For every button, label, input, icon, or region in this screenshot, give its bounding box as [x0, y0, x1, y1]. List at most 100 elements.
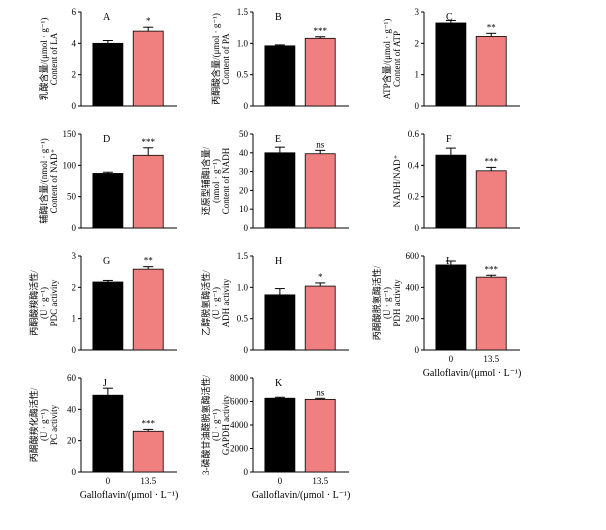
significance-label: ns: [316, 139, 325, 149]
y-axis-label: 丙酮酸脱氢酶活性/: [371, 265, 382, 340]
bar-treatment: [132, 154, 164, 229]
y-tick-label: 6: [72, 7, 77, 17]
panel-h: 0 0.5 1.0 1.5 * H 乙醇脱氢酶活性/(U · g⁻¹) ADH activit…: [200, 251, 349, 355]
bar-treatment: [304, 398, 336, 473]
bar-treatment: [304, 37, 336, 107]
bar-treatment: [475, 36, 507, 107]
x-tick-label: 13.5: [140, 476, 156, 486]
panel-i: 0 200 400 600 *** I 0 13.5 Galloflavin/(μmol · L…: [371, 251, 521, 379]
y-axis-label: 3-磷酸甘油醛脱氢酶活性/: [200, 375, 211, 475]
y-axis-label: (U · g⁻¹): [211, 287, 221, 319]
y-axis-label: (U · g⁻¹): [39, 409, 49, 441]
y-tick-label: 4: [72, 38, 77, 48]
y-tick-label: 150: [63, 129, 77, 139]
panel-title: D: [103, 134, 110, 145]
significance-label: ***: [141, 137, 155, 147]
panel-title: G: [103, 256, 110, 267]
y-tick-label: 0.2: [408, 192, 419, 202]
y-axis-label: 丙酮酸含量/(μmol · g⁻¹): [210, 13, 221, 105]
y-tick-label: 4000: [230, 420, 249, 430]
y-axis-label: Content of PA: [221, 33, 231, 85]
x-axis-title: Galloflavin/(μmol · L⁻¹): [423, 368, 522, 379]
x-tick-label: 13.5: [312, 476, 328, 486]
significance-label: ***: [484, 156, 498, 166]
significance-label: ***: [484, 264, 498, 274]
y-axis-label: (nmol · g⁻¹): [211, 159, 221, 203]
x-tick-label: 0: [278, 476, 283, 486]
y-tick-label: 2: [415, 38, 420, 48]
panel-title: E: [275, 134, 281, 145]
y-tick-label: 3: [415, 7, 420, 17]
y-axis-label: 辅酶I含量/(nmol · g⁻¹): [38, 138, 49, 223]
y-axis-label: 丙酮酸羧酶活性/: [28, 270, 39, 336]
significance-label: **: [144, 256, 154, 266]
panel-title: C: [446, 12, 453, 23]
y-tick-label: 1: [415, 70, 420, 80]
y-tick-label: 0: [415, 101, 420, 111]
y-tick-label: 1.0: [237, 282, 249, 292]
x-axis-title: Galloflavin/(μmol · L⁻¹): [252, 490, 351, 501]
y-axis-label: PC activity: [49, 404, 59, 445]
bar-treatment: [132, 430, 164, 473]
significance-label: **: [487, 22, 497, 32]
bar-control: [264, 152, 296, 229]
y-tick-label: 0: [72, 101, 77, 111]
bar-control: [435, 264, 467, 351]
y-tick-label: 0: [244, 101, 249, 111]
significance-label: ns: [316, 387, 325, 397]
y-tick-label: 60: [67, 373, 77, 383]
y-axis-label: PDH activity: [392, 279, 402, 327]
y-axis-label: (U · g⁻¹): [211, 409, 221, 441]
x-tick-label: 0: [449, 354, 454, 364]
bar-treatment: [132, 268, 164, 351]
y-tick-label: 200: [406, 314, 420, 324]
panel-b: 0 0.5 1.0 1.5 *** B 丙酮酸含量/(μmol · g⁻¹) Content …: [210, 7, 349, 111]
y-tick-label: 6000: [230, 397, 249, 407]
y-tick-label: 0.5: [237, 70, 249, 80]
y-tick-label: 3: [72, 251, 77, 261]
y-tick-label: 0: [244, 345, 249, 355]
bar-treatment: [132, 30, 164, 107]
panel-e: 0 10 20 30 40 50 ns E 还原型辅酶I含量/(nmol · g⁻¹) Conte…: [200, 129, 349, 233]
bar-treatment: [475, 276, 507, 351]
significance-label: *: [318, 272, 323, 282]
bar-control: [435, 22, 467, 107]
y-tick-label: 8000: [230, 373, 249, 383]
y-tick-label: 0: [72, 345, 77, 355]
bar-treatment: [475, 170, 507, 229]
panel-title: A: [103, 12, 111, 23]
bar-control: [264, 397, 296, 473]
bar-control: [92, 281, 124, 351]
y-tick-label: 100: [63, 160, 77, 170]
y-axis-label: 还原型辅酶I含量/: [200, 146, 211, 215]
panel-g: 0 1 2 3 ** G 丙酮酸羧酶活性/(U · g⁻¹) PDC activity: [28, 251, 177, 355]
x-tick-label: 13.5: [483, 354, 499, 364]
y-tick-label: 30: [239, 167, 249, 177]
y-tick-label: 40: [67, 404, 77, 414]
panel-title: K: [275, 378, 283, 389]
y-tick-label: 0: [415, 223, 420, 233]
y-axis-label: 乙醇脱氢酶活性/: [200, 270, 211, 336]
bar-control: [92, 173, 124, 229]
y-axis-label: ADH activity: [221, 278, 231, 327]
panel-f: 0 0.2 0.4 0.6 *** F NADH/NAD⁺: [392, 129, 520, 233]
y-axis-label: NADH/NAD⁺: [392, 154, 402, 207]
y-axis-label: Content of NAD⁺: [49, 148, 59, 213]
panel-title: F: [446, 134, 452, 145]
y-tick-label: 0: [244, 467, 249, 477]
bar-treatment: [304, 153, 336, 229]
panel-title: H: [275, 256, 282, 267]
y-tick-label: 400: [406, 282, 420, 292]
panel-j: 0 20 40 60 *** J 0 13.5 Galloflavin/(μmol · L⁻¹)…: [28, 373, 178, 501]
panel-title: B: [275, 12, 282, 23]
y-axis-label: 乳酸含量/(μmol · g⁻¹): [38, 18, 49, 101]
y-tick-label: 50: [67, 192, 77, 202]
y-tick-label: 0: [72, 467, 77, 477]
y-axis-label: Content of ATP: [392, 31, 402, 87]
y-tick-label: 0: [244, 223, 249, 233]
y-tick-label: 2000: [230, 444, 249, 454]
y-axis-label: Content of NADH: [221, 147, 231, 214]
y-tick-label: 20: [67, 436, 77, 446]
panel-c: 0 1 2 3 ** C ATP含量/(μmol · g⁻¹) Content of ATP: [381, 7, 520, 111]
